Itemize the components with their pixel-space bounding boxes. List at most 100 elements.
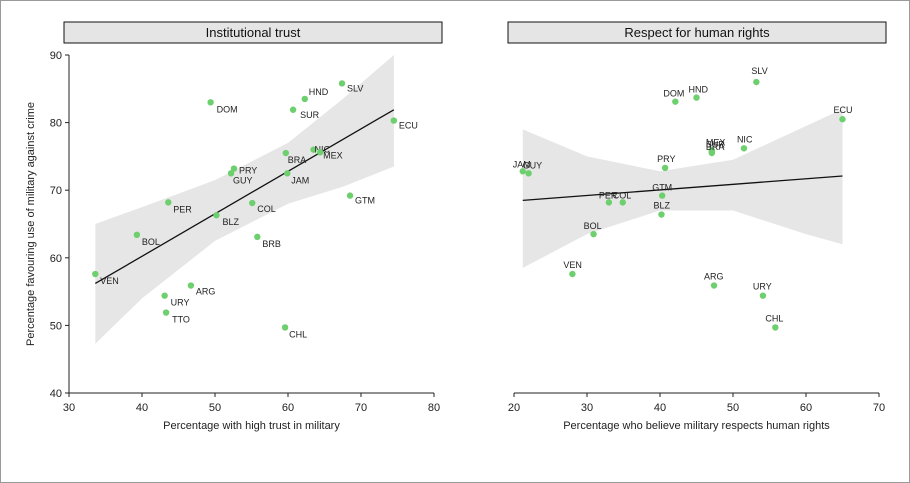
human-rights-point-label-mex: MEX <box>706 137 726 147</box>
human-rights-point-col <box>619 199 626 206</box>
human-rights-x-tick-label-40: 40 <box>654 402 666 414</box>
human-rights-point-per <box>605 199 613 206</box>
institutional-trust-point-label-arg: ARG <box>196 287 216 297</box>
human-rights-point-guy <box>525 170 532 177</box>
human-rights-point-label-gtm: GTM <box>652 183 672 193</box>
human-rights-x-axis-label: Percentage who believe military respects… <box>563 420 830 432</box>
institutional-trust-point-label-ven: VEN <box>100 276 119 286</box>
human-rights-point-dom <box>672 98 679 105</box>
institutional-trust-y-tick-label-50: 50 <box>50 320 62 332</box>
institutional-trust-point-chl <box>281 324 289 331</box>
institutional-trust-x-tick-label-80: 80 <box>428 402 440 414</box>
human-rights-point-bra <box>708 149 716 157</box>
human-rights-title-strip <box>507 21 887 44</box>
human-rights-point-label-pry: PRY <box>657 154 675 164</box>
human-rights-point-arg <box>710 282 718 289</box>
institutional-trust-point-label-brb: BRB <box>262 239 281 249</box>
human-rights-point-label-arg: ARG <box>704 272 724 282</box>
institutional-trust-y-tick-label-80: 80 <box>50 118 62 130</box>
human-rights-point-label-per: PER <box>599 190 618 200</box>
institutional-trust-point-label-blz: BLZ <box>222 217 239 227</box>
institutional-trust-fit-line <box>94 109 395 285</box>
institutional-trust-confidence-band <box>95 55 394 344</box>
institutional-trust-point-guy <box>227 170 235 177</box>
institutional-trust-point-pry <box>230 165 238 172</box>
institutional-trust-point-dom <box>207 99 214 106</box>
institutional-trust-point-per <box>165 199 172 206</box>
human-rights-point-ven <box>569 270 576 278</box>
human-rights-point-ecu <box>839 116 846 123</box>
institutional-trust-point-label-dom: DOM <box>217 104 238 114</box>
institutional-trust-point-ven <box>92 270 99 278</box>
human-rights-point-label-ven: VEN <box>563 260 582 270</box>
human-rights-title: Respect for human rights <box>624 25 770 40</box>
human-rights-point-label-ecu: ECU <box>834 105 853 115</box>
human-rights-point-label-jam: JAM <box>513 159 531 169</box>
institutional-trust-point-bol <box>133 231 141 239</box>
human-rights-point-label-dom: DOM <box>663 89 684 99</box>
institutional-trust-x-axis-label: Percentage with high trust in military <box>163 420 340 432</box>
human-rights-point-label-slv: SLV <box>751 66 767 76</box>
institutional-trust-point-blz <box>213 212 220 219</box>
institutional-trust-y-tick-label-90: 90 <box>50 50 62 62</box>
human-rights-point-label-bol: BOL <box>584 221 602 231</box>
human-rights-x-tick-label-60: 60 <box>800 402 812 414</box>
human-rights-x-tick-label-20: 20 <box>508 402 520 414</box>
human-rights-point-label-guy: GUY <box>523 160 543 170</box>
human-rights-point-label-hnd: HND <box>689 85 709 95</box>
institutional-trust-point-hnd <box>301 95 308 103</box>
institutional-trust-point-brb <box>254 233 261 241</box>
institutional-trust-x-tick-label-30: 30 <box>63 402 75 414</box>
institutional-trust-point-label-mex: MEX <box>323 150 343 160</box>
institutional-trust-point-label-pry: PRY <box>239 166 257 176</box>
institutional-trust-point-label-ecu: ECU <box>399 121 418 131</box>
human-rights-point-label-sur: SUR <box>706 140 726 150</box>
human-rights-point-label-col: COL <box>613 190 632 200</box>
human-rights-point-pry <box>661 164 669 172</box>
institutional-trust-point-label-slv: SLV <box>347 83 363 93</box>
human-rights-point-slv <box>753 78 760 86</box>
institutional-trust-x-tick-label-50: 50 <box>209 402 221 414</box>
human-rights-point-label-ury: URY <box>753 282 772 292</box>
institutional-trust-point-label-bra: BRA <box>288 155 307 165</box>
institutional-trust-x-tick-label-70: 70 <box>355 402 367 414</box>
institutional-trust-point-label-nic: NIC <box>315 145 331 155</box>
human-rights-fit-line <box>522 175 843 201</box>
institutional-trust-title-strip <box>63 21 443 44</box>
institutional-trust-point-tto <box>162 309 170 316</box>
institutional-trust-x-tick-label-60: 60 <box>282 402 294 414</box>
institutional-trust-point-label-tto: TTO <box>172 315 190 325</box>
human-rights-point-ury <box>759 292 767 299</box>
institutional-trust-y-axis-label: Percentage favouring use of military aga… <box>25 102 37 346</box>
institutional-trust-point-nic <box>310 146 317 153</box>
institutional-trust-title: Institutional trust <box>206 25 301 40</box>
human-rights-point-label-nic: NIC <box>737 134 753 144</box>
institutional-trust-point-label-guy: GUY <box>233 175 253 185</box>
human-rights-x-tick-label-50: 50 <box>727 402 739 414</box>
institutional-trust-point-slv <box>338 80 346 87</box>
human-rights-point-chl <box>772 324 779 331</box>
institutional-trust-point-label-hnd: HND <box>309 87 329 97</box>
institutional-trust-point-label-ury: URY <box>171 298 190 308</box>
institutional-trust-point-label-chl: CHL <box>289 329 307 339</box>
institutional-trust-point-bra <box>282 149 290 157</box>
institutional-trust-point-col <box>249 199 256 207</box>
institutional-trust-y-tick-label-60: 60 <box>50 253 62 265</box>
institutional-trust-point-sur <box>289 106 297 113</box>
institutional-trust-point-mex <box>316 149 324 156</box>
institutional-trust-point-label-per: PER <box>173 204 192 214</box>
human-rights-point-label-chl: CHL <box>765 313 783 323</box>
institutional-trust-point-arg <box>187 282 195 289</box>
human-rights-point-blz <box>658 211 665 218</box>
human-rights-x-tick-label-30: 30 <box>581 402 593 414</box>
human-rights-point-bol <box>590 230 597 238</box>
institutional-trust-point-label-jam: JAM <box>291 175 309 185</box>
institutional-trust-point-ecu <box>390 117 398 124</box>
institutional-trust-y-tick-label-70: 70 <box>50 185 62 197</box>
human-rights-point-jam <box>519 168 526 175</box>
institutional-trust-point-label-col: COL <box>257 204 276 214</box>
human-rights-point-nic <box>740 145 748 152</box>
institutional-trust-point-label-bol: BOL <box>142 237 160 247</box>
institutional-trust-point-label-gtm: GTM <box>355 196 375 206</box>
